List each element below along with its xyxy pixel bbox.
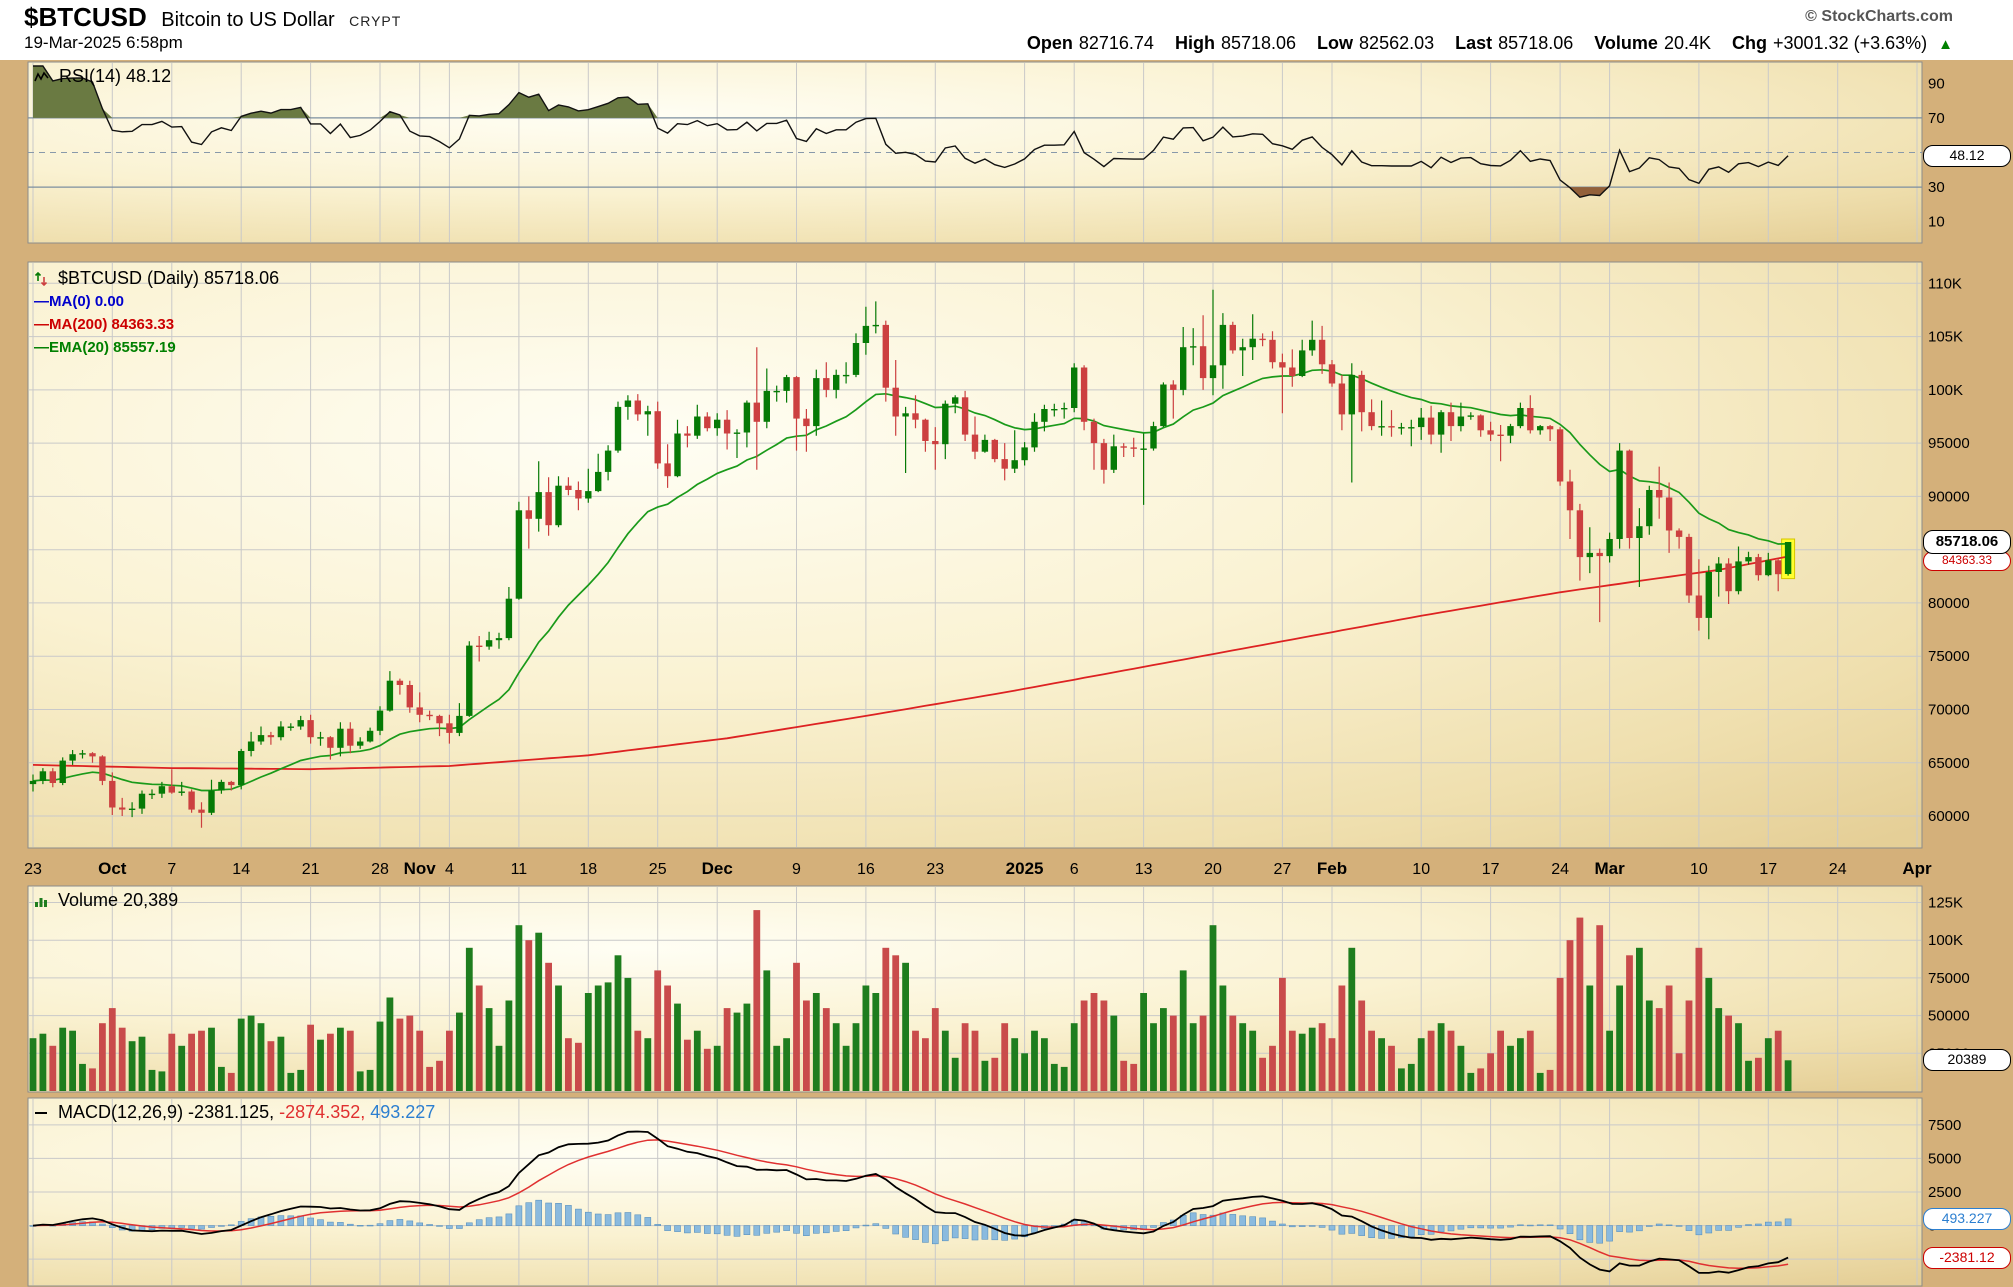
svg-text:23: 23	[24, 861, 42, 878]
low-value: 82562.03	[1359, 33, 1435, 53]
svg-text:90000: 90000	[1928, 488, 1970, 505]
svg-text:4: 4	[445, 861, 454, 878]
svg-text:Dec: Dec	[702, 859, 733, 878]
macd-legend-signal: -2874.352,	[279, 1102, 366, 1122]
rsi-legend: RSI(14) 48.12	[34, 66, 171, 87]
svg-text:27: 27	[1274, 861, 1292, 878]
svg-text:95000: 95000	[1928, 435, 1970, 452]
svg-text:21: 21	[302, 861, 320, 878]
svg-text:25: 25	[649, 861, 667, 878]
symbol: $BTCUSD	[24, 2, 147, 32]
macd-histogram-value-box: 493.227	[1923, 1208, 2011, 1230]
svg-text:65000: 65000	[1928, 755, 1970, 772]
svg-text:10: 10	[1690, 861, 1708, 878]
svg-text:70000: 70000	[1928, 702, 1970, 719]
svg-text:75000: 75000	[1928, 970, 1970, 987]
svg-text:125K: 125K	[1928, 895, 1963, 912]
svg-text:7: 7	[167, 861, 176, 878]
ma200-value-box: 84363.33	[1923, 551, 2011, 571]
open-label: Open	[1026, 33, 1073, 53]
price-legend: $BTCUSD (Daily) 85718.06 —MA(0) 0.00 —MA…	[34, 268, 279, 361]
chart-datetime: 19-Mar-2025 6:58pm	[24, 33, 183, 52]
svg-text:10: 10	[1928, 214, 1945, 231]
svg-text:20: 20	[1204, 861, 1222, 878]
svg-text:10: 10	[1412, 861, 1430, 878]
svg-text:13: 13	[1135, 861, 1153, 878]
svg-text:Oct: Oct	[98, 859, 127, 878]
svg-text:Mar: Mar	[1594, 859, 1625, 878]
price-legend-title: $BTCUSD (Daily) 85718.06	[58, 268, 280, 288]
svg-text:90: 90	[1928, 75, 1945, 92]
volume-legend: Volume 20,389	[34, 890, 178, 911]
last-label: Last	[1455, 33, 1493, 53]
high-label: High	[1174, 33, 1215, 53]
svg-text:Feb: Feb	[1317, 859, 1347, 878]
ema20-legend: —EMA(20) 85557.19	[34, 339, 176, 356]
volume-value-box: 20389	[1923, 1049, 2011, 1071]
stockcharts-brand: © StockCharts.com	[1805, 8, 1953, 25]
svg-text:Apr: Apr	[1902, 859, 1932, 878]
ma200-legend: —MA(200) 84363.33	[34, 316, 175, 333]
svg-text:Nov: Nov	[404, 859, 437, 878]
svg-text:16: 16	[857, 861, 875, 878]
chart-header: $BTCUSD Bitcoin to US Dollar CRYPT © Sto…	[0, 0, 2013, 60]
high-value: 85718.06	[1220, 33, 1297, 53]
svg-text:2500: 2500	[1928, 1184, 1961, 1201]
volume-legend-text: Volume 20,389	[58, 890, 179, 910]
svg-text:17: 17	[1759, 861, 1777, 878]
low-label: Low	[1317, 33, 1354, 53]
macd-value-box: -2381.12	[1923, 1247, 2011, 1269]
svg-text:18: 18	[579, 861, 597, 878]
svg-text:28: 28	[371, 861, 389, 878]
change-label: Chg	[1732, 33, 1767, 53]
quote-row: 19-Mar-2025 6:58pm Open 82716.74 High 8571…	[24, 33, 1953, 59]
volume-indicator-icon	[35, 897, 47, 907]
macd-legend-hist: 493.227	[370, 1102, 436, 1122]
exchange-label: CRYPT	[349, 13, 402, 29]
svg-text:30: 30	[1928, 179, 1945, 196]
quote-summary: Open 82716.74 High 85718.06 Low 82562.03 La…	[1027, 33, 1953, 54]
last-price-box: 85718.06	[1923, 530, 2011, 554]
rsi-value-box: 48.12	[1923, 145, 2011, 167]
open-value: 82716.74	[1078, 33, 1154, 53]
svg-text:50000: 50000	[1928, 1008, 1970, 1025]
svg-text:23: 23	[926, 861, 944, 878]
title-row: $BTCUSD Bitcoin to US Dollar CRYPT © Sto…	[24, 2, 1953, 32]
svg-text:100K: 100K	[1928, 932, 1963, 949]
svg-text:9: 9	[792, 861, 801, 878]
svg-text:100K: 100K	[1928, 382, 1963, 399]
change-up-icon: ▲	[1938, 36, 1953, 53]
svg-text:80000: 80000	[1928, 595, 1970, 612]
rsi-indicator-icon	[34, 71, 49, 82]
svg-text:75000: 75000	[1928, 648, 1970, 665]
svg-text:105K: 105K	[1928, 329, 1963, 346]
svg-text:70: 70	[1928, 110, 1945, 127]
svg-text:24: 24	[1829, 861, 1847, 878]
candlestick-legend-icon	[34, 272, 48, 287]
rsi-legend-text: RSI(14) 48.12	[59, 66, 172, 86]
svg-text:11: 11	[511, 861, 528, 878]
macd-indicator-icon	[35, 1112, 47, 1115]
change-value: +3001.32 (+3.63%)	[1773, 33, 1928, 53]
svg-text:6: 6	[1070, 861, 1079, 878]
volume-value: 20.4K	[1663, 33, 1711, 53]
ma0-legend: —MA(0) 0.00	[34, 293, 125, 310]
svg-text:17: 17	[1482, 861, 1500, 878]
svg-text:110K: 110K	[1928, 275, 1962, 292]
last-value: 85718.06	[1498, 33, 1574, 53]
svg-text:7500: 7500	[1928, 1117, 1961, 1134]
price-legend-title-row: $BTCUSD (Daily) 85718.06	[34, 268, 279, 289]
macd-legend-main: MACD(12,26,9) -2381.125,	[58, 1102, 275, 1122]
svg-text:2025: 2025	[1006, 859, 1044, 878]
macd-legend: MACD(12,26,9) -2381.125, -2874.352, 493.…	[34, 1102, 435, 1123]
svg-text:14: 14	[232, 861, 250, 878]
symbol-description: Bitcoin to US Dollar	[161, 9, 335, 31]
volume-label: Volume	[1594, 33, 1658, 53]
svg-text:60000: 60000	[1928, 808, 1970, 825]
svg-text:24: 24	[1551, 861, 1569, 878]
svg-text:5000: 5000	[1928, 1150, 1961, 1167]
